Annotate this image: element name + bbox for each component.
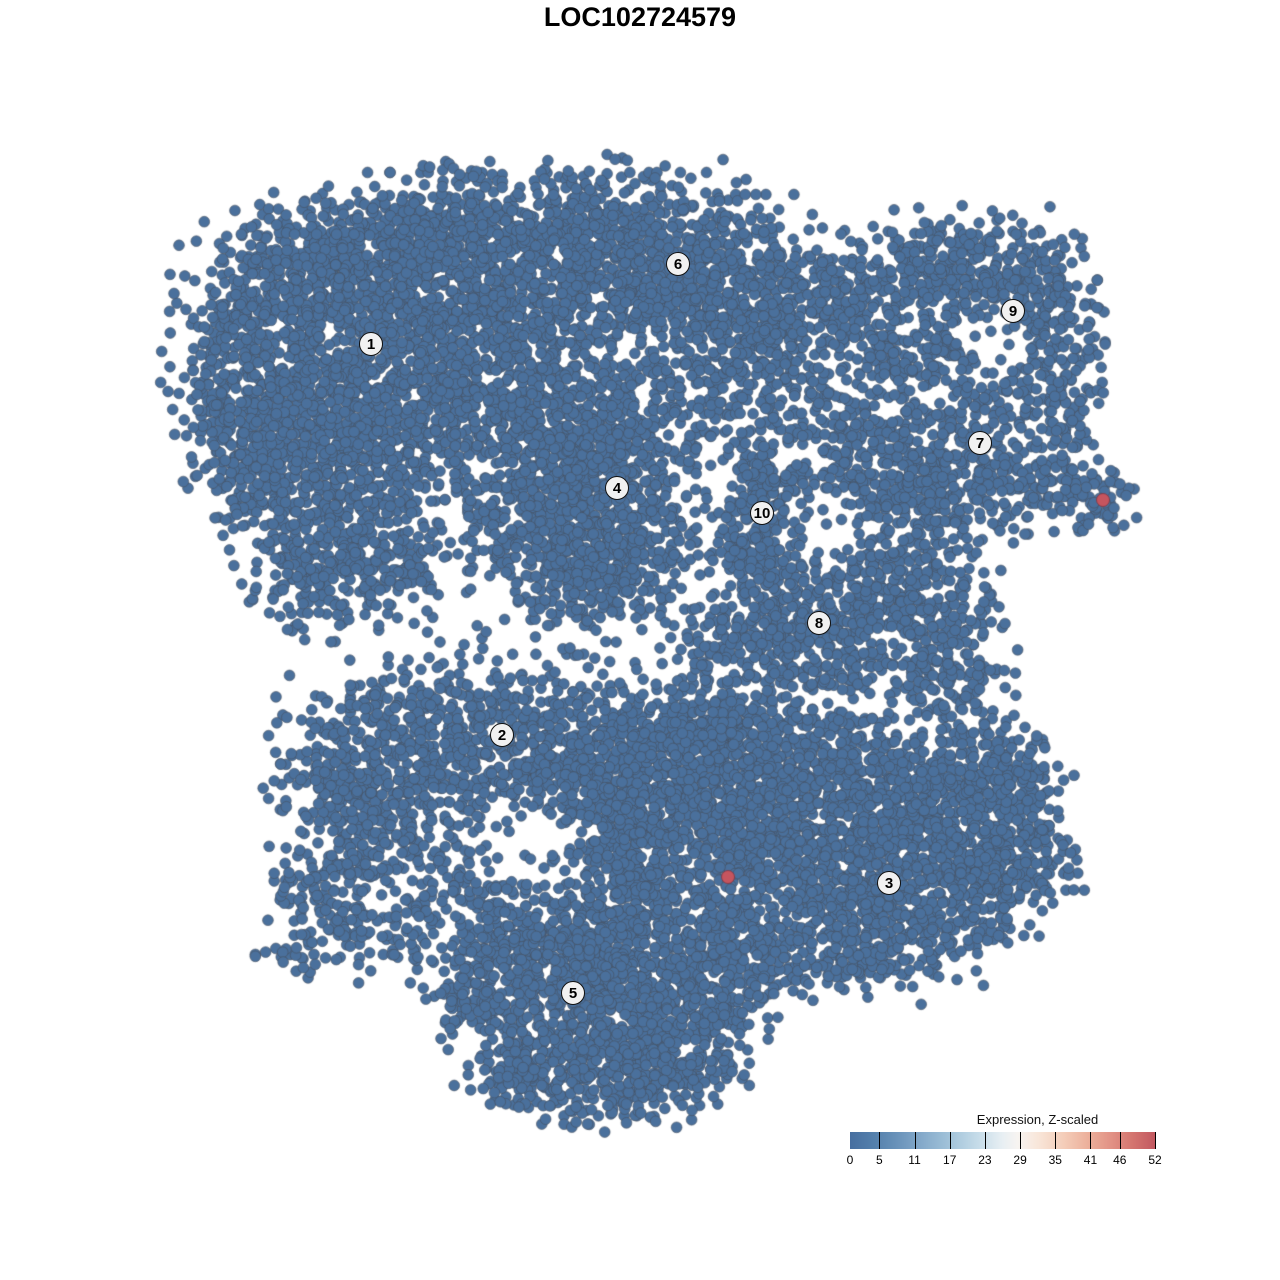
colorbar-tick-label-29: 29	[1013, 1153, 1027, 1167]
colorbar-tickline-23	[984, 1132, 986, 1149]
colorbar-tick-label-11: 11	[908, 1153, 921, 1167]
colorbar-tick-label-46: 46	[1113, 1153, 1127, 1167]
colorbar-tick-label-41: 41	[1083, 1153, 1098, 1167]
colorbar-tickline-52	[1155, 1132, 1156, 1149]
colorbar-tick-label-5: 5	[875, 1153, 883, 1167]
colorbar-tick-label-52: 52	[1148, 1153, 1162, 1167]
colorbar-tickline-46	[1119, 1132, 1121, 1149]
colorbar-tickline-5	[879, 1132, 881, 1149]
colorbar-gradient	[850, 1132, 1156, 1149]
colorbar-tick-label-17: 17	[943, 1153, 957, 1167]
expression-legend: Expression, Z-scaled 0 5 11 17 23 29 35 41 46 52	[846, 1112, 1162, 1176]
colorbar-tickline-29	[1020, 1132, 1022, 1149]
colorbar-tickline-11	[914, 1132, 916, 1149]
colorbar-ticks: 0 5 11 17 23 29 35 41 46 52	[846, 1112, 1162, 1176]
colorbar-tickline-41	[1090, 1132, 1092, 1149]
colorbar-tick-label-35: 35	[1048, 1153, 1062, 1167]
colorbar-tick-label-0: 0	[846, 1153, 854, 1167]
legend-title: Expression, Z-scaled	[976, 1112, 1099, 1127]
colorbar-tickline-35	[1055, 1132, 1057, 1149]
colorbar-tickline-17	[949, 1132, 951, 1149]
colorbar-tick-label-23: 23	[978, 1153, 992, 1167]
